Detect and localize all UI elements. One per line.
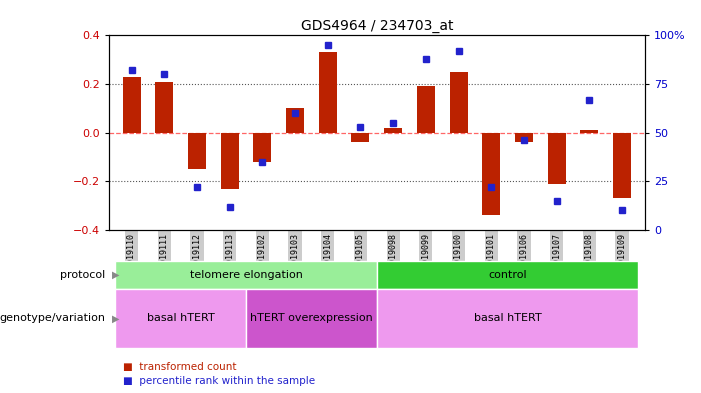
Bar [115, 289, 246, 348]
Text: ■  percentile rank within the sample: ■ percentile rank within the sample [123, 376, 315, 386]
Bar [482, 132, 501, 215]
Text: basal hTERT: basal hTERT [147, 313, 215, 323]
Bar [115, 261, 377, 289]
Text: ▶: ▶ [112, 313, 120, 323]
Text: genotype/variation: genotype/variation [0, 313, 105, 323]
Title: GDS4964 / 234703_at: GDS4964 / 234703_at [301, 19, 453, 33]
Bar [384, 128, 402, 132]
Bar [377, 261, 639, 289]
Bar [417, 86, 435, 132]
Text: control: control [489, 270, 527, 280]
Bar [221, 132, 238, 189]
Bar [449, 72, 468, 132]
Text: hTERT overexpression: hTERT overexpression [250, 313, 373, 323]
Bar [246, 289, 377, 348]
Text: basal hTERT: basal hTERT [474, 313, 541, 323]
Bar [580, 130, 599, 132]
Bar [547, 132, 566, 184]
Bar [253, 132, 271, 162]
Bar [613, 132, 631, 198]
Bar [188, 132, 206, 169]
Bar [123, 77, 140, 132]
Text: protocol: protocol [60, 270, 105, 280]
Bar [155, 82, 173, 132]
Bar [286, 108, 304, 132]
Bar [515, 132, 533, 142]
Text: ▶: ▶ [112, 270, 120, 280]
Bar [351, 132, 369, 142]
Text: ■  transformed count: ■ transformed count [123, 362, 236, 373]
Bar [319, 52, 336, 132]
Bar [377, 289, 639, 348]
Text: telomere elongation: telomere elongation [189, 270, 302, 280]
